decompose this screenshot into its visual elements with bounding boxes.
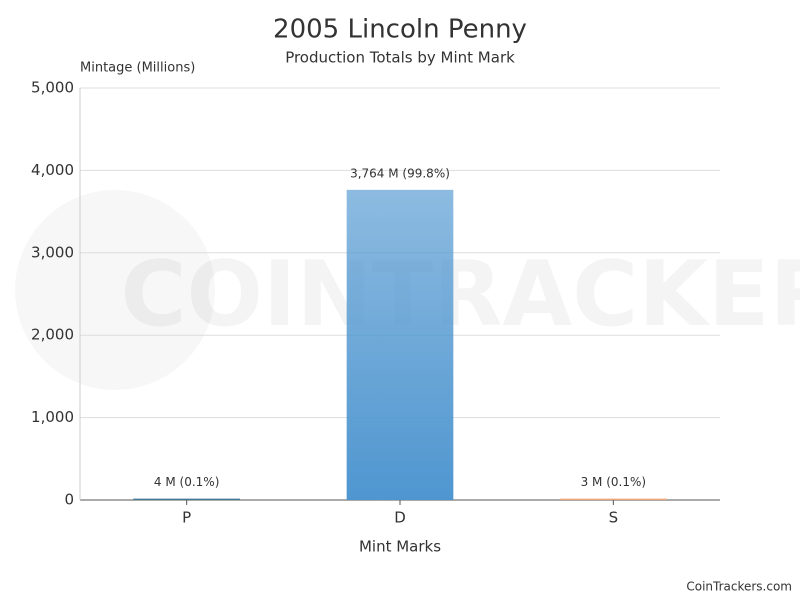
bar [133,498,240,500]
y-tick-label: 4,000 [31,161,74,179]
y-tick-label: 2,000 [31,326,74,344]
value-label: 4 M (0.1%) [154,475,219,489]
bar [346,189,454,500]
watermark: COINTRACKERS [120,242,800,347]
y-tick-label: 3,000 [31,243,74,261]
x-tick-label: P [182,509,191,527]
watermark-logo [15,190,215,390]
x-tick-label: D [394,509,406,527]
y-tick-label: 0 [64,491,74,509]
y-axis-label: Mintage (Millions) [80,61,195,76]
x-axis-label: Mint Marks [359,538,441,556]
value-label: 3 M (0.1%) [581,475,646,489]
x-tick-label: S [609,509,619,527]
credit: CoinTrackers.com [686,580,792,594]
bar [560,498,667,500]
value-label: 3,764 M (99.8%) [350,166,450,180]
chart-subtitle: Production Totals by Mint Mark [285,49,515,67]
y-tick-label: 5,000 [31,79,74,97]
chart-title: 2005 Lincoln Penny [273,15,527,45]
y-tick-label: 1,000 [31,408,74,426]
